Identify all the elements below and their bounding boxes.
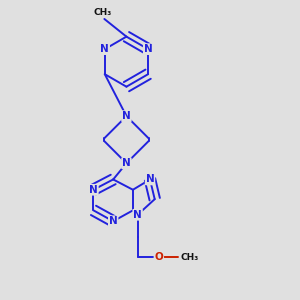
Text: N: N [122,158,131,168]
Text: CH₃: CH₃ [94,8,112,16]
Text: N: N [100,44,109,54]
Text: N: N [122,111,131,121]
Text: CH₃: CH₃ [181,253,199,262]
Text: N: N [133,210,142,220]
Text: N: N [146,174,154,184]
Text: O: O [154,253,163,262]
Text: N: N [109,216,118,226]
Text: N: N [144,44,152,54]
Text: N: N [89,185,98,195]
